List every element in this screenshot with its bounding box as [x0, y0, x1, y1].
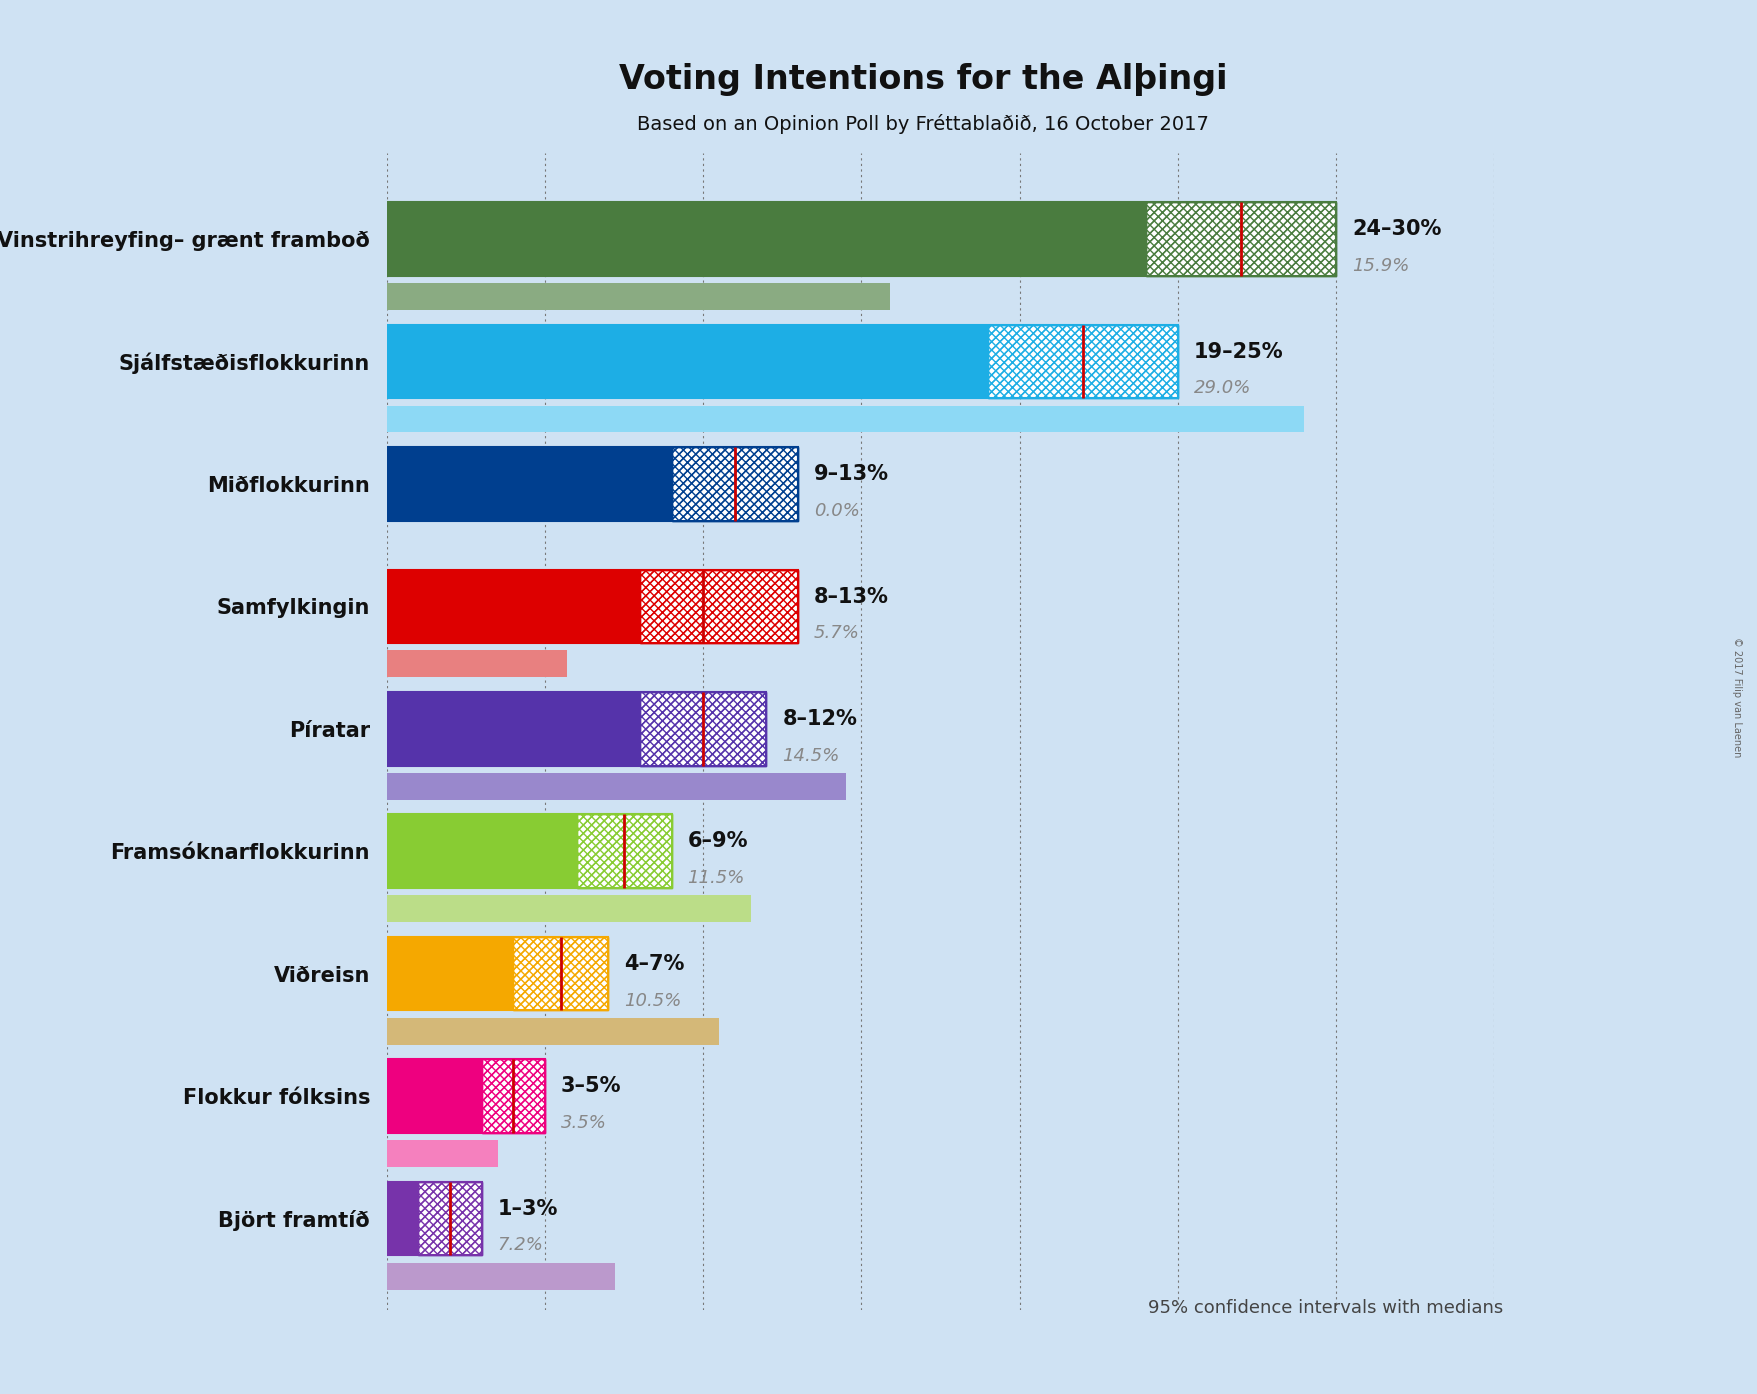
Bar: [640, 570, 798, 643]
Text: 1–3%: 1–3%: [497, 1199, 557, 1218]
Bar: [387, 447, 671, 520]
Text: 0.0%: 0.0%: [813, 502, 859, 520]
Bar: [387, 1263, 615, 1289]
Bar: [387, 202, 1335, 276]
Bar: [671, 447, 798, 520]
Text: 10.5%: 10.5%: [624, 991, 682, 1009]
Text: 4–7%: 4–7%: [624, 953, 683, 974]
Bar: [481, 1059, 545, 1133]
Bar: [1146, 202, 1335, 276]
Bar: [387, 1140, 497, 1167]
Text: 11.5%: 11.5%: [687, 870, 745, 887]
Bar: [640, 570, 798, 643]
Bar: [387, 406, 1304, 432]
Bar: [387, 814, 671, 888]
Text: 3–5%: 3–5%: [560, 1076, 620, 1096]
Text: 15.9%: 15.9%: [1351, 256, 1409, 275]
Bar: [481, 1059, 545, 1133]
Text: 29.0%: 29.0%: [1193, 379, 1251, 397]
Text: 95% confidence intervals with medians: 95% confidence intervals with medians: [1147, 1299, 1502, 1317]
Bar: [671, 447, 798, 520]
Text: 6–9%: 6–9%: [687, 831, 747, 852]
Bar: [418, 1182, 481, 1255]
Bar: [1146, 202, 1335, 276]
Bar: [387, 447, 798, 520]
Text: 19–25%: 19–25%: [1193, 342, 1283, 361]
Bar: [387, 937, 608, 1011]
Bar: [513, 937, 608, 1011]
Bar: [387, 325, 987, 399]
Bar: [387, 1018, 719, 1044]
Bar: [576, 814, 671, 888]
Text: 14.5%: 14.5%: [782, 747, 840, 765]
Text: 9–13%: 9–13%: [813, 464, 889, 484]
Bar: [387, 325, 1177, 399]
Text: 3.5%: 3.5%: [560, 1114, 606, 1132]
Text: 7.2%: 7.2%: [497, 1236, 543, 1255]
Bar: [387, 1059, 481, 1133]
Bar: [640, 570, 798, 643]
Text: 5.7%: 5.7%: [813, 625, 859, 643]
Bar: [481, 1059, 545, 1133]
Bar: [640, 691, 766, 765]
Bar: [387, 1182, 418, 1255]
Bar: [513, 937, 608, 1011]
Text: 24–30%: 24–30%: [1351, 219, 1441, 240]
Bar: [387, 1182, 481, 1255]
Text: 8–12%: 8–12%: [782, 710, 857, 729]
Bar: [387, 570, 640, 643]
Bar: [640, 691, 766, 765]
Text: 8–13%: 8–13%: [813, 587, 889, 606]
Bar: [987, 325, 1177, 399]
Bar: [387, 651, 568, 677]
Bar: [387, 772, 845, 800]
Bar: [387, 1059, 545, 1133]
Bar: [387, 283, 889, 309]
Bar: [387, 895, 750, 923]
Bar: [387, 814, 576, 888]
Bar: [513, 937, 608, 1011]
Bar: [387, 691, 766, 765]
Bar: [640, 691, 766, 765]
Bar: [671, 447, 798, 520]
Bar: [418, 1182, 481, 1255]
Bar: [576, 814, 671, 888]
Bar: [387, 202, 1146, 276]
Bar: [987, 325, 1177, 399]
Bar: [387, 691, 640, 765]
Text: Voting Intentions for the Alþingi: Voting Intentions for the Alþingi: [618, 63, 1226, 96]
Bar: [387, 570, 798, 643]
Text: © 2017 Filip van Laenen: © 2017 Filip van Laenen: [1731, 637, 1741, 757]
Bar: [387, 937, 513, 1011]
Bar: [418, 1182, 481, 1255]
Bar: [1146, 202, 1335, 276]
Bar: [987, 325, 1177, 399]
Text: Based on an Opinion Poll by Fréttablaðið, 16 October 2017: Based on an Opinion Poll by Fréttablaðið…: [636, 114, 1209, 134]
Bar: [576, 814, 671, 888]
